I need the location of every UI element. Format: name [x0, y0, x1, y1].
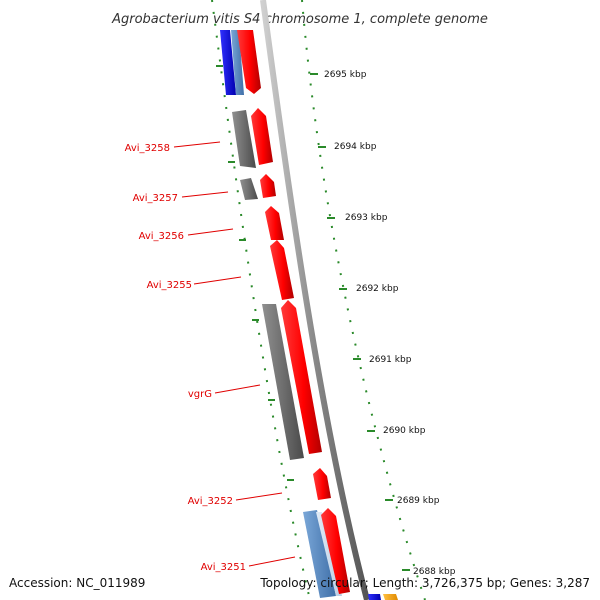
inner-ring-ticks — [216, 65, 294, 481]
gene-feature — [281, 300, 322, 454]
forward-strand-genes — [237, 30, 350, 594]
gene-label: Avi_3258 — [125, 143, 170, 154]
gene-feature — [231, 30, 244, 95]
genome-summary-text: Topology: circular; Length: 3,726,375 bp… — [259, 576, 590, 590]
kbp-tick-labels: 2695 kbp 2694 kbp 2693 kbp 2692 kbp 2691… — [324, 70, 456, 577]
gene-feature — [321, 508, 350, 594]
tick-label: 2689 kbp — [397, 496, 440, 506]
tick-label: 2692 kbp — [356, 284, 399, 294]
inner-tick-ring — [211, 0, 311, 600]
reverse-strand-genes — [220, 30, 342, 598]
gene-label: Avi_3251 — [201, 562, 246, 573]
gene-feature — [270, 240, 294, 300]
tick-label: 2694 kbp — [334, 142, 377, 152]
tick-label: 2690 kbp — [383, 426, 426, 436]
tick-label: 2695 kbp — [324, 70, 367, 80]
outer-tick-ring — [301, 0, 426, 600]
gene-feature — [220, 30, 236, 95]
gene-label: Avi_3257 — [133, 193, 178, 204]
tick-label: 2693 kbp — [345, 213, 388, 223]
gene-feature — [368, 594, 381, 600]
gene-feature — [251, 108, 273, 165]
genome-backbone — [260, 0, 370, 600]
gene-feature — [237, 30, 261, 94]
gene-feature — [240, 178, 258, 200]
gene-feature — [265, 206, 284, 240]
gene-feature — [303, 510, 336, 598]
gene-label-leaders — [173, 141, 296, 567]
tick-label: 2691 kbp — [369, 355, 412, 365]
gene-feature — [260, 174, 276, 198]
gene-label: Avi_3256 — [139, 231, 184, 242]
tick-label: 2688 kbp — [413, 567, 456, 577]
kbp-ticks — [310, 73, 410, 571]
gene-label: Avi_3252 — [188, 496, 233, 507]
gene-label: Avi_3255 — [147, 280, 192, 291]
gene-feature — [383, 594, 398, 600]
gene-feature — [313, 468, 331, 500]
accession-text: Accession: NC_011989 — [9, 576, 145, 590]
gene-feature — [232, 110, 256, 168]
map-title: Agrobacterium vitis S4 chromosome 1, com… — [111, 12, 488, 27]
gene-feature — [262, 304, 304, 460]
gene-label: vgrG — [188, 389, 212, 400]
gene-labels: Avi_3258 Avi_3257 Avi_3256 Avi_3255 vgrG… — [125, 143, 246, 573]
